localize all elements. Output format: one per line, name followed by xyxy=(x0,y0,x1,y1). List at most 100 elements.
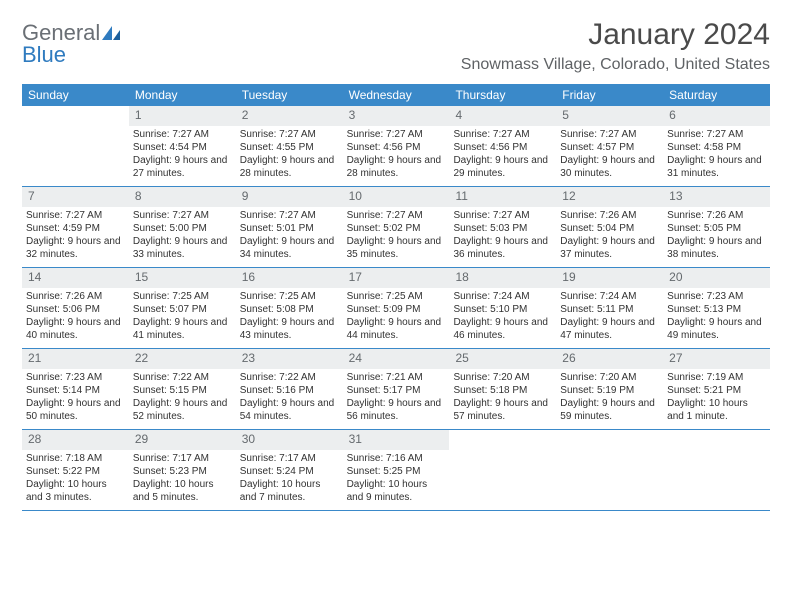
sunrise-text: Sunrise: 7:25 AM xyxy=(347,290,446,303)
daylight-text: Daylight: 9 hours and 56 minutes. xyxy=(347,397,446,423)
sunrise-text: Sunrise: 7:27 AM xyxy=(453,128,552,141)
sunrise-text: Sunrise: 7:20 AM xyxy=(453,371,552,384)
day-cell: 1Sunrise: 7:27 AMSunset: 4:54 PMDaylight… xyxy=(129,106,236,186)
day-info: Sunrise: 7:23 AMSunset: 5:14 PMDaylight:… xyxy=(22,369,129,429)
day-header-cell: Wednesday xyxy=(343,84,450,106)
sunset-text: Sunset: 5:23 PM xyxy=(133,465,232,478)
day-cell: 2Sunrise: 7:27 AMSunset: 4:55 PMDaylight… xyxy=(236,106,343,186)
sunset-text: Sunset: 5:15 PM xyxy=(133,384,232,397)
sunrise-text: Sunrise: 7:19 AM xyxy=(667,371,766,384)
day-info: Sunrise: 7:27 AMSunset: 4:56 PMDaylight:… xyxy=(343,126,450,186)
day-info: Sunrise: 7:26 AMSunset: 5:05 PMDaylight:… xyxy=(663,207,770,267)
sunset-text: Sunset: 4:59 PM xyxy=(26,222,125,235)
day-header-cell: Monday xyxy=(129,84,236,106)
day-number: 4 xyxy=(449,106,556,126)
sunset-text: Sunset: 5:16 PM xyxy=(240,384,339,397)
daylight-text: Daylight: 9 hours and 44 minutes. xyxy=(347,316,446,342)
sunrise-text: Sunrise: 7:25 AM xyxy=(240,290,339,303)
day-info: Sunrise: 7:20 AMSunset: 5:18 PMDaylight:… xyxy=(449,369,556,429)
day-number: 1 xyxy=(129,106,236,126)
title-block: January 2024 Snowmass Village, Colorado,… xyxy=(461,18,770,74)
day-cell: 6Sunrise: 7:27 AMSunset: 4:58 PMDaylight… xyxy=(663,106,770,186)
sunrise-text: Sunrise: 7:16 AM xyxy=(347,452,446,465)
sunrise-text: Sunrise: 7:27 AM xyxy=(26,209,125,222)
day-number: 14 xyxy=(22,268,129,288)
day-info: Sunrise: 7:18 AMSunset: 5:22 PMDaylight:… xyxy=(22,450,129,510)
daylight-text: Daylight: 9 hours and 35 minutes. xyxy=(347,235,446,261)
logo-sail-icon xyxy=(102,20,122,45)
day-number: 30 xyxy=(236,430,343,450)
day-info: Sunrise: 7:26 AMSunset: 5:04 PMDaylight:… xyxy=(556,207,663,267)
day-number: 5 xyxy=(556,106,663,126)
week-row: 14Sunrise: 7:26 AMSunset: 5:06 PMDayligh… xyxy=(22,268,770,349)
daylight-text: Daylight: 9 hours and 29 minutes. xyxy=(453,154,552,180)
page-header: General Blue January 2024 Snowmass Villa… xyxy=(22,18,770,74)
day-cell: 24Sunrise: 7:21 AMSunset: 5:17 PMDayligh… xyxy=(343,349,450,429)
sunset-text: Sunset: 5:10 PM xyxy=(453,303,552,316)
day-header-cell: Sunday xyxy=(22,84,129,106)
day-cell: 21Sunrise: 7:23 AMSunset: 5:14 PMDayligh… xyxy=(22,349,129,429)
logo-text: General Blue xyxy=(22,22,122,66)
daylight-text: Daylight: 10 hours and 3 minutes. xyxy=(26,478,125,504)
week-row: 28Sunrise: 7:18 AMSunset: 5:22 PMDayligh… xyxy=(22,430,770,511)
day-info: Sunrise: 7:17 AMSunset: 5:23 PMDaylight:… xyxy=(129,450,236,510)
day-info: Sunrise: 7:27 AMSunset: 5:00 PMDaylight:… xyxy=(129,207,236,267)
sunset-text: Sunset: 4:56 PM xyxy=(347,141,446,154)
daylight-text: Daylight: 9 hours and 43 minutes. xyxy=(240,316,339,342)
day-number: 8 xyxy=(129,187,236,207)
day-number: 28 xyxy=(22,430,129,450)
day-cell: 12Sunrise: 7:26 AMSunset: 5:04 PMDayligh… xyxy=(556,187,663,267)
day-number: 23 xyxy=(236,349,343,369)
daylight-text: Daylight: 10 hours and 9 minutes. xyxy=(347,478,446,504)
sunset-text: Sunset: 5:19 PM xyxy=(560,384,659,397)
sunrise-text: Sunrise: 7:27 AM xyxy=(347,209,446,222)
daylight-text: Daylight: 9 hours and 30 minutes. xyxy=(560,154,659,180)
day-info: Sunrise: 7:27 AMSunset: 5:01 PMDaylight:… xyxy=(236,207,343,267)
sunrise-text: Sunrise: 7:25 AM xyxy=(133,290,232,303)
day-cell: 8Sunrise: 7:27 AMSunset: 5:00 PMDaylight… xyxy=(129,187,236,267)
sunset-text: Sunset: 5:02 PM xyxy=(347,222,446,235)
sunset-text: Sunset: 5:25 PM xyxy=(347,465,446,478)
daylight-text: Daylight: 10 hours and 1 minute. xyxy=(667,397,766,423)
day-info: Sunrise: 7:17 AMSunset: 5:24 PMDaylight:… xyxy=(236,450,343,510)
day-info: Sunrise: 7:20 AMSunset: 5:19 PMDaylight:… xyxy=(556,369,663,429)
day-number: 18 xyxy=(449,268,556,288)
daylight-text: Daylight: 9 hours and 50 minutes. xyxy=(26,397,125,423)
day-cell: 11Sunrise: 7:27 AMSunset: 5:03 PMDayligh… xyxy=(449,187,556,267)
sunrise-text: Sunrise: 7:27 AM xyxy=(667,128,766,141)
sunset-text: Sunset: 4:55 PM xyxy=(240,141,339,154)
daylight-text: Daylight: 9 hours and 57 minutes. xyxy=(453,397,552,423)
day-info: Sunrise: 7:24 AMSunset: 5:11 PMDaylight:… xyxy=(556,288,663,348)
day-cell: . xyxy=(22,106,129,186)
day-cell: . xyxy=(449,430,556,510)
day-cell: 18Sunrise: 7:24 AMSunset: 5:10 PMDayligh… xyxy=(449,268,556,348)
sunrise-text: Sunrise: 7:26 AM xyxy=(667,209,766,222)
day-cell: 19Sunrise: 7:24 AMSunset: 5:11 PMDayligh… xyxy=(556,268,663,348)
day-number: 20 xyxy=(663,268,770,288)
sunset-text: Sunset: 5:11 PM xyxy=(560,303,659,316)
daylight-text: Daylight: 9 hours and 37 minutes. xyxy=(560,235,659,261)
sunrise-text: Sunrise: 7:18 AM xyxy=(26,452,125,465)
day-cell: 17Sunrise: 7:25 AMSunset: 5:09 PMDayligh… xyxy=(343,268,450,348)
sunset-text: Sunset: 5:01 PM xyxy=(240,222,339,235)
sunrise-text: Sunrise: 7:17 AM xyxy=(133,452,232,465)
day-header-cell: Tuesday xyxy=(236,84,343,106)
day-cell: 30Sunrise: 7:17 AMSunset: 5:24 PMDayligh… xyxy=(236,430,343,510)
day-cell: . xyxy=(663,430,770,510)
day-cell: 4Sunrise: 7:27 AMSunset: 4:56 PMDaylight… xyxy=(449,106,556,186)
sunrise-text: Sunrise: 7:27 AM xyxy=(453,209,552,222)
day-info: Sunrise: 7:27 AMSunset: 5:03 PMDaylight:… xyxy=(449,207,556,267)
day-number: 22 xyxy=(129,349,236,369)
calendar: SundayMondayTuesdayWednesdayThursdayFrid… xyxy=(22,84,770,511)
daylight-text: Daylight: 9 hours and 47 minutes. xyxy=(560,316,659,342)
week-row: 7Sunrise: 7:27 AMSunset: 4:59 PMDaylight… xyxy=(22,187,770,268)
day-number: 27 xyxy=(663,349,770,369)
day-number: 15 xyxy=(129,268,236,288)
daylight-text: Daylight: 9 hours and 32 minutes. xyxy=(26,235,125,261)
day-header-cell: Thursday xyxy=(449,84,556,106)
daylight-text: Daylight: 9 hours and 52 minutes. xyxy=(133,397,232,423)
daylight-text: Daylight: 9 hours and 34 minutes. xyxy=(240,235,339,261)
day-number: 3 xyxy=(343,106,450,126)
sunrise-text: Sunrise: 7:21 AM xyxy=(347,371,446,384)
sunset-text: Sunset: 5:05 PM xyxy=(667,222,766,235)
